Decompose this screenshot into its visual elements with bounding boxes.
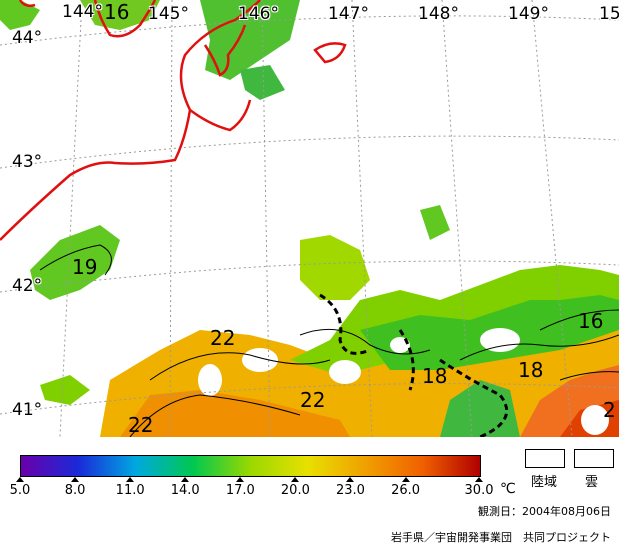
cloud-swatch [574,449,614,468]
colorbar-tick-label: 26.0 [391,483,421,498]
graticule [0,0,619,438]
colorbar-tick-label: 23.0 [335,483,365,498]
latitude-label: 42° [12,276,43,296]
longitude-label: 146° [238,4,279,24]
isotherm-contours-bold [319,293,509,439]
isotherm-contours [39,244,619,438]
colorbar-tick-mark [16,477,24,482]
colorbar-tick-mark [126,477,135,482]
colorbar-tick-mark [401,477,410,482]
colorbar-tick-label: 30.0 [464,483,494,498]
longitude-label: 144° [62,2,103,22]
latitude-label: 44° [12,28,43,48]
longitude-label: 147° [328,4,369,24]
cloud-masks [198,275,609,435]
colorbar-tick-mark [475,477,483,482]
credit-line: 岩手県／宇宙開発事業団 共同プロジェクト [391,531,611,544]
colorbar-tick-label: 8.0 [64,483,86,498]
observation-date: 観測日：2004年08月06日 [478,505,611,518]
legend: 5.0 8.0 11.0 14.0 17.0 20.0 23.0 26.0 30.0 ℃ 陸域 … [0,437,619,546]
longitude-label: 145° [148,4,189,24]
contour-label: 19 [72,255,98,279]
colorbar-tick-mark [71,477,80,482]
longitude-label: 149° [508,4,549,24]
land-swatch [525,449,565,468]
contour-label: 22 [128,413,154,437]
contour-label: 22 [300,388,326,412]
contour-label: 16 [104,0,130,24]
colorbar-tick-mark [236,477,245,482]
temperature-unit: ℃ [500,481,516,497]
colorbar-tick-label: 11.0 [115,483,145,498]
colorbar-tick-label: 17.0 [225,483,255,498]
colorbar-tick-label: 20.0 [280,483,310,498]
temperature-colorbar [20,455,481,477]
coastline [0,0,347,241]
land-label: 陸域 [531,475,558,490]
latitude-label: 43° [12,152,43,172]
longitude-label: 148° [418,4,459,24]
cloud-label: 雲 [585,475,599,490]
longitude-label: 15 [599,4,619,24]
sst-map-canvas [0,0,619,439]
colorbar-tick-mark [181,477,190,482]
contour-label: 22 [210,326,236,350]
colorbar-tick-mark [291,477,300,482]
contour-label: 16 [578,309,604,333]
contour-label: 2 [603,398,616,422]
latitude-label: 41° [12,400,43,420]
colorbar-tick-label: 5.0 [9,483,31,498]
colorbar-tick-label: 14.0 [170,483,200,498]
contour-label: 18 [422,364,448,388]
colorbar-tick-mark [346,477,355,482]
contour-label: 18 [518,358,544,382]
sst-map: 144° 145° 146° 147° 148° 149° 15 44° 43°… [0,0,619,439]
